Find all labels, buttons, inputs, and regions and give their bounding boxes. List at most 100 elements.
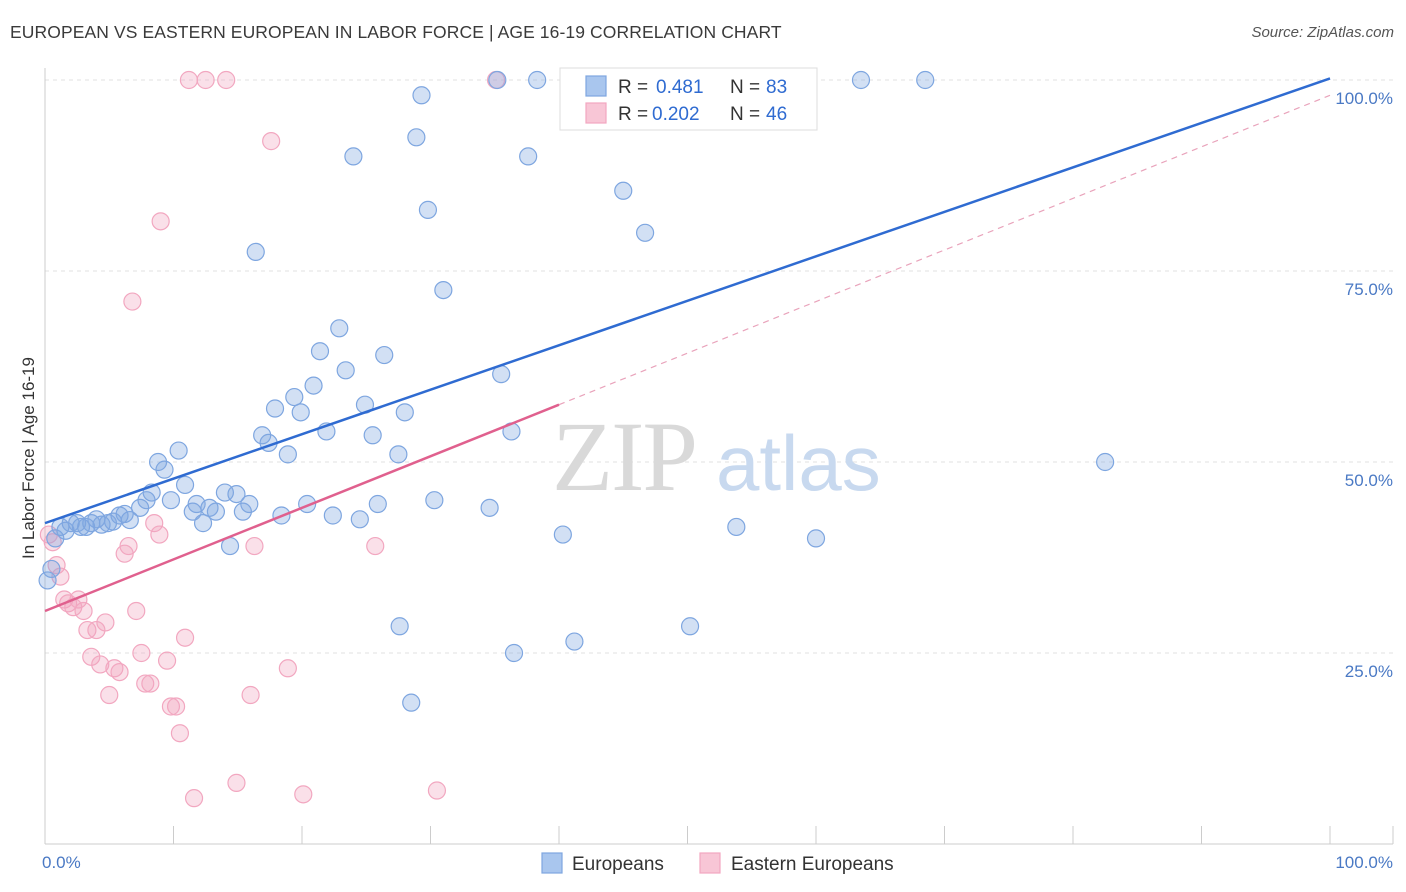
point-europeans-34 — [240, 494, 259, 514]
point-eastern-36 — [227, 773, 246, 792]
point-europeans-2 — [46, 529, 65, 548]
point-eastern-37 — [241, 685, 260, 705]
point-eastern-29 — [166, 697, 186, 716]
series-eastern-europeans — [39, 70, 506, 808]
point-europeans-55 — [375, 345, 394, 365]
point-europeans-29 — [206, 502, 226, 521]
legend-n-value-europeans: 83 — [766, 77, 787, 98]
point-europeans-65 — [480, 498, 499, 517]
point-europeans-38 — [265, 399, 285, 418]
point-europeans-82 — [916, 70, 935, 90]
point-eastern-20 — [127, 601, 146, 621]
point-europeans-76 — [635, 223, 655, 242]
trend-line-europeans — [44, 77, 1331, 525]
x-tick-label-min: 0.0% — [42, 853, 81, 872]
point-eastern-26 — [151, 212, 170, 231]
point-europeans-49 — [336, 361, 355, 380]
point-europeans-33 — [233, 502, 252, 521]
point-europeans-44 — [304, 376, 323, 395]
y-tick-label-1: 50.0% — [1345, 471, 1393, 490]
legend-n-label-europeans: N = — [730, 77, 760, 98]
y-axis-label: In Labor Force | Age 16-19 — [19, 357, 38, 559]
point-europeans-77 — [680, 617, 700, 636]
point-europeans-62 — [418, 200, 438, 219]
point-europeans-0 — [38, 571, 57, 590]
point-eastern-38 — [245, 536, 264, 556]
point-eastern-41 — [294, 785, 313, 804]
point-europeans-30 — [215, 483, 234, 502]
legend-n-value-eastern: 46 — [766, 104, 787, 125]
point-europeans-22 — [161, 491, 181, 510]
axes — [44, 68, 1394, 845]
point-eastern-39 — [262, 132, 281, 151]
point-eastern-25 — [150, 525, 169, 544]
source-label: Source: ZipAtlas.com — [1251, 24, 1394, 41]
point-europeans-1 — [42, 559, 61, 579]
point-europeans-72 — [553, 525, 572, 544]
point-europeans-58 — [395, 403, 414, 422]
point-europeans-57 — [390, 617, 409, 636]
point-europeans-71 — [528, 70, 547, 90]
point-europeans-16 — [120, 510, 139, 530]
point-europeans-80 — [806, 529, 826, 548]
point-eastern-14 — [100, 685, 119, 705]
point-europeans-69 — [504, 643, 524, 663]
point-europeans-20 — [148, 452, 168, 472]
point-eastern-18 — [119, 536, 138, 556]
legend-r-value-europeans: 0.481 — [656, 77, 704, 98]
point-europeans-81 — [851, 70, 871, 90]
legend-swatch-eastern — [585, 102, 607, 124]
point-eastern-8 — [74, 601, 93, 621]
point-europeans-75 — [614, 181, 633, 200]
point-europeans-53 — [363, 426, 382, 445]
point-eastern-22 — [136, 674, 155, 693]
point-europeans-45 — [310, 342, 330, 361]
x-tick-label-max: 100.0% — [1335, 853, 1393, 872]
point-europeans-35 — [246, 242, 265, 261]
point-europeans-63 — [425, 491, 444, 510]
legend-r-value-eastern: 0.202 — [652, 104, 700, 125]
point-eastern-13 — [96, 613, 115, 632]
watermark-atlas: atlas — [716, 419, 881, 507]
legend-box: R = 0.481 N = 83 R = 0.202 N = 46 — [559, 67, 818, 131]
point-eastern-19 — [123, 292, 142, 311]
legend-r-label-eastern: R = — [618, 104, 648, 125]
legend-r-label-europeans: R = — [618, 77, 648, 98]
y-tick-label-3: 100.0% — [1335, 89, 1393, 108]
point-europeans-40 — [278, 445, 297, 464]
point-europeans-36 — [253, 426, 272, 445]
point-europeans-21 — [155, 460, 174, 479]
point-eastern-28 — [161, 697, 181, 716]
point-eastern-12 — [91, 655, 110, 674]
legend-n-label-eastern: N = — [730, 104, 760, 125]
point-europeans-41 — [285, 387, 304, 407]
point-eastern-33 — [184, 789, 204, 808]
point-eastern-32 — [179, 70, 199, 90]
bottom-legend-label-eastern: Eastern Europeans — [731, 854, 894, 875]
point-europeans-56 — [389, 445, 408, 464]
point-europeans-61 — [412, 86, 431, 105]
point-europeans-50 — [344, 147, 363, 166]
trend-lines — [44, 77, 1331, 613]
point-europeans-17 — [130, 498, 150, 517]
point-europeans-47 — [323, 506, 342, 525]
point-eastern-42 — [366, 536, 385, 556]
y-tick-labels: 25.0% 50.0% 75.0% 100.0% — [1335, 89, 1393, 681]
point-europeans-54 — [368, 494, 387, 514]
series-europeans — [38, 70, 1115, 712]
bottom-legend-label-europeans: Europeans — [572, 854, 664, 875]
point-eastern-43 — [427, 781, 447, 800]
point-eastern-24 — [145, 514, 164, 533]
point-europeans-32 — [227, 484, 246, 504]
grid-lines — [45, 79, 1393, 654]
point-eastern-16 — [110, 662, 129, 682]
point-eastern-35 — [217, 70, 236, 90]
point-europeans-23 — [169, 441, 188, 460]
trend-line-eastern — [44, 403, 560, 613]
bottom-legend: Europeans Eastern Europeans — [541, 852, 894, 875]
point-europeans-11 — [92, 515, 111, 534]
point-europeans-7 — [71, 517, 91, 537]
bottom-legend-swatch-europeans — [541, 852, 563, 874]
point-europeans-24 — [175, 475, 195, 495]
